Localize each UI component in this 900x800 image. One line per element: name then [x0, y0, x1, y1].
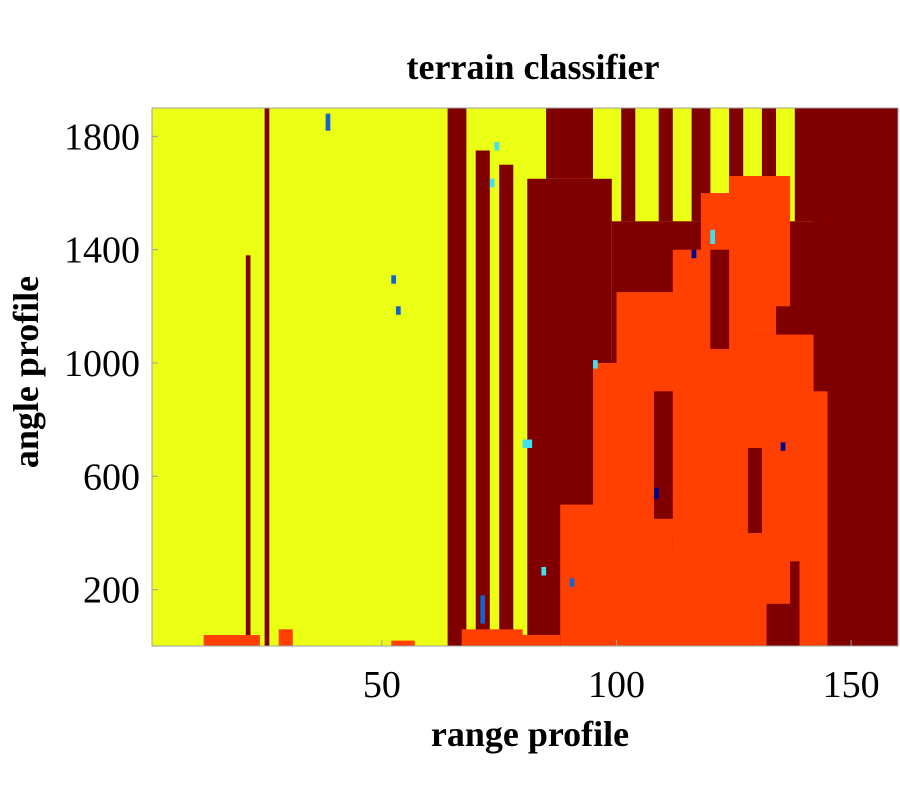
- region-darkred: [621, 108, 636, 222]
- region-blue: [569, 578, 575, 587]
- y-tick-label: 600: [83, 456, 140, 498]
- y-tick-label: 1000: [64, 343, 140, 385]
- region-cyan: [710, 229, 715, 244]
- region-red: [278, 629, 293, 646]
- region-cyan: [522, 439, 533, 448]
- region-darkred: [710, 249, 730, 349]
- region-darkred: [691, 108, 711, 222]
- region-blue: [325, 113, 331, 131]
- region-darkred: [499, 164, 514, 646]
- region-blue: [391, 275, 396, 284]
- region-navy: [654, 487, 659, 499]
- region-darkred: [827, 108, 898, 646]
- region-red: [503, 635, 561, 646]
- region-cyan: [494, 142, 500, 151]
- plot-frame: [151, 107, 899, 647]
- x-tick-label: 150: [823, 664, 880, 706]
- region-red: [799, 391, 828, 646]
- y-axis-ticks: 200 600 1000 1400 1800: [64, 116, 158, 612]
- region-darkred: [658, 108, 673, 222]
- region-cyan: [489, 178, 495, 188]
- region-blue: [396, 306, 401, 315]
- region-navy: [691, 249, 697, 259]
- region-cyan: [593, 360, 598, 369]
- chart-title: terrain classifier: [407, 47, 660, 87]
- region-darkred: [264, 108, 270, 646]
- x-tick-label: 50: [363, 664, 401, 706]
- class-regions: [203, 108, 898, 647]
- x-tick-label: 100: [588, 664, 645, 706]
- y-tick-label: 1400: [64, 230, 140, 272]
- region-blue: [480, 595, 486, 624]
- region-red: [729, 176, 791, 307]
- region-red: [203, 635, 260, 646]
- region-cyan: [541, 567, 547, 576]
- region-darkred: [654, 391, 673, 519]
- region-darkred: [747, 448, 762, 533]
- region-darkred: [475, 150, 490, 646]
- region-darkred: [546, 108, 593, 179]
- heatmap-plot-area: [151, 107, 899, 647]
- region-red: [391, 640, 415, 646]
- y-tick-label: 1800: [64, 116, 140, 158]
- region-navy: [780, 442, 786, 451]
- y-axis-label: angle profile: [6, 276, 46, 468]
- region-darkred: [813, 108, 828, 250]
- region-red: [672, 405, 805, 562]
- y-tick-label: 200: [83, 570, 140, 612]
- x-axis-ticks: 50 100 150: [363, 640, 880, 706]
- x-axis-label: range profile: [431, 714, 629, 754]
- region-darkred: [245, 255, 251, 647]
- region-darkred: [447, 108, 467, 646]
